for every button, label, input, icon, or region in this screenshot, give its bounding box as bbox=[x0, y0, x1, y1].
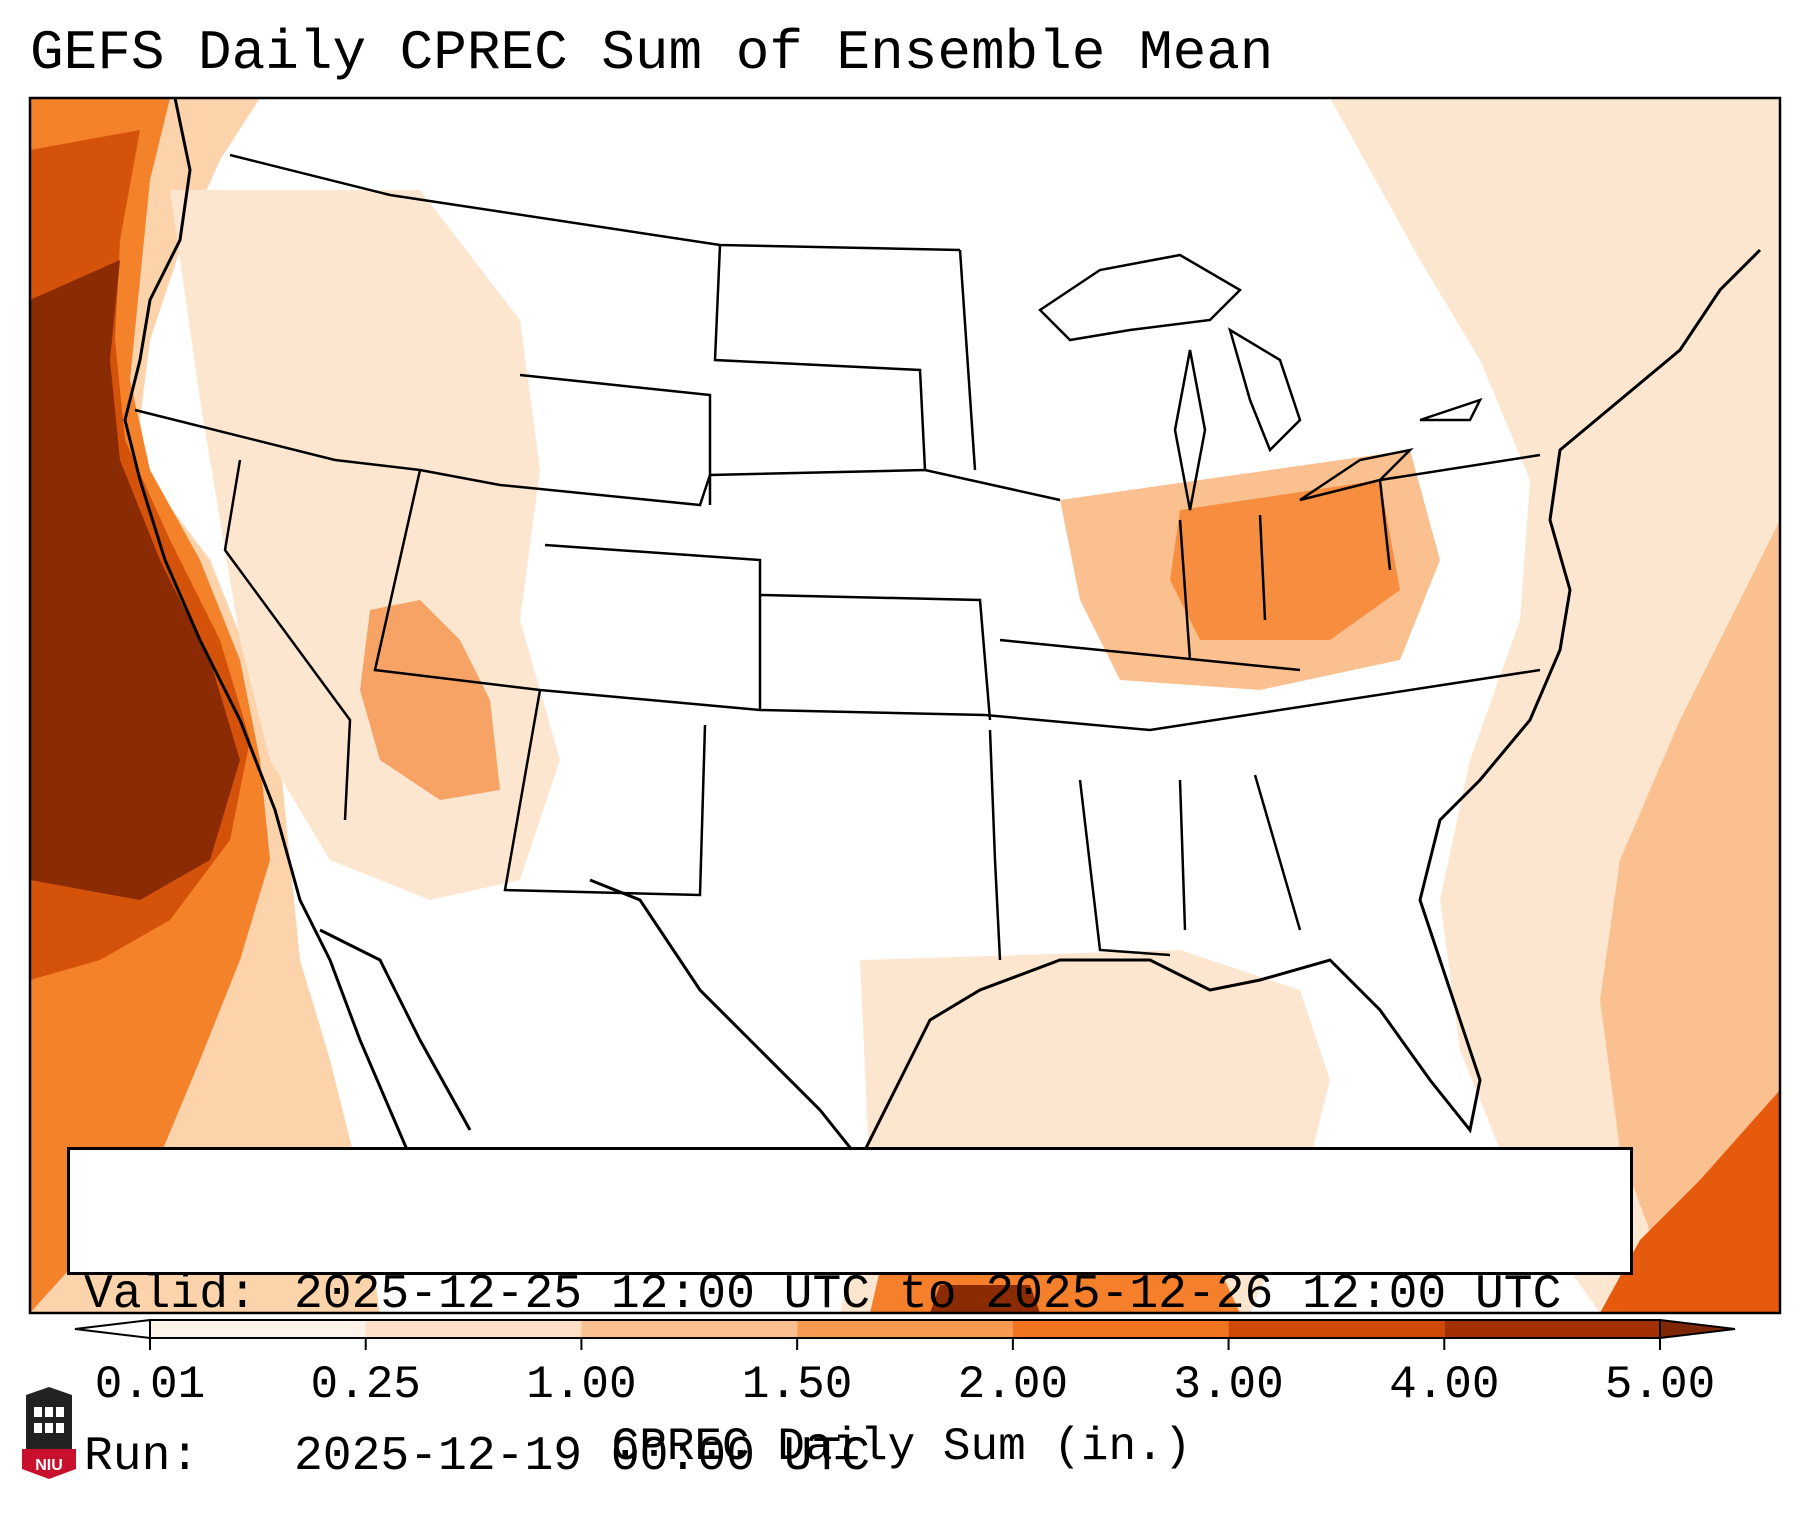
map-figure bbox=[28, 96, 1782, 1350]
colorbar-tick-label: 0.01 bbox=[94, 1359, 206, 1411]
run-label: Run: bbox=[84, 1430, 200, 1484]
great-lakes bbox=[1038, 253, 1483, 511]
colorbar bbox=[74, 1318, 1736, 1350]
colorbar-border bbox=[149, 1319, 1661, 1339]
colorbar-tick-label: 1.00 bbox=[526, 1359, 637, 1411]
colorbar-tick-label: 0.25 bbox=[310, 1359, 421, 1411]
colorbar-tick-label: 1.50 bbox=[741, 1359, 853, 1411]
precip-ohio-core bbox=[1170, 480, 1400, 640]
colorbar-tick-label: 5.00 bbox=[1604, 1359, 1716, 1411]
logo-text: NIU bbox=[35, 1457, 63, 1474]
precip-pacific-max bbox=[30, 260, 240, 900]
precip-utah-arizona bbox=[360, 600, 500, 800]
logo-shield bbox=[22, 1449, 76, 1479]
colorbar-segment bbox=[797, 1320, 1013, 1338]
precip-atlantic-band bbox=[1600, 520, 1780, 1313]
page-title: GEFS Daily CPREC Sum of Ensemble Mean bbox=[30, 21, 1274, 85]
colorbar-segment bbox=[1444, 1320, 1660, 1338]
logo-tower-icon bbox=[26, 1387, 72, 1449]
niu-logo: NIU bbox=[22, 1387, 76, 1479]
info-box: Valid: 2025-12-25 12:00 UTC to 2025-12-26… bbox=[67, 1147, 1633, 1484]
colorbar-segment bbox=[1012, 1320, 1229, 1338]
run-line: Run: 2025-12-19 00:00 UTC bbox=[84, 1430, 1616, 1484]
colorbar-tick-label: 2.00 bbox=[957, 1359, 1069, 1411]
precip-atlantic-heavy bbox=[1600, 1090, 1780, 1313]
colorbar-over-extend bbox=[1659, 1318, 1736, 1340]
valid-label: Valid: bbox=[84, 1268, 257, 1322]
colorbar-segment bbox=[581, 1320, 798, 1338]
colorbar-segment bbox=[1228, 1320, 1445, 1338]
map-border bbox=[28, 96, 1782, 1315]
colorbar-tick-label: 4.00 bbox=[1389, 1359, 1500, 1411]
colorbar-segment bbox=[365, 1320, 582, 1338]
valid-line: Valid: 2025-12-25 12:00 UTC to 2025-12-26… bbox=[84, 1268, 1616, 1322]
run-value: 2025-12-19 00:00 UTC bbox=[294, 1430, 871, 1484]
colorbar-tick-label: 3.00 bbox=[1173, 1359, 1284, 1411]
precip-gulf-max bbox=[930, 1285, 1040, 1313]
state-boundaries bbox=[134, 153, 1541, 961]
map-panel bbox=[30, 98, 1780, 1313]
valid-value: 2025-12-25 12:00 UTC to 2025-12-26 12:00… bbox=[294, 1268, 1562, 1322]
colorbar-label: CPREC Daily Sum (in.) bbox=[611, 1421, 1192, 1473]
colorbar-segment bbox=[150, 1320, 366, 1338]
